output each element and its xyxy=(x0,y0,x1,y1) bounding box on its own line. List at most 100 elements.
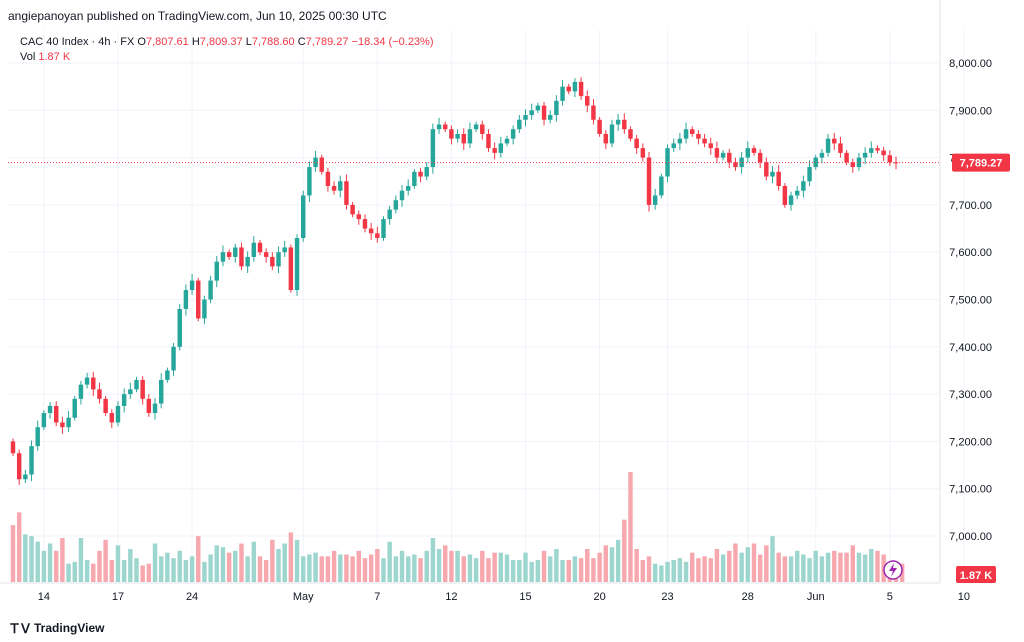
volume-bar xyxy=(615,539,621,582)
candle-body xyxy=(547,115,553,120)
volume-bar xyxy=(276,549,281,582)
volume-bar xyxy=(23,534,28,582)
volume-bar xyxy=(443,545,448,582)
open-label: O xyxy=(137,36,146,48)
volume-bar xyxy=(47,543,53,582)
candle-body xyxy=(10,441,16,454)
candle-body xyxy=(202,299,207,319)
time-tick-label: 7 xyxy=(374,591,380,603)
candle-body xyxy=(54,405,59,423)
volume-bar xyxy=(622,519,627,582)
candle-body xyxy=(690,129,695,134)
volume-bar xyxy=(745,547,751,582)
volume-bar xyxy=(646,556,652,582)
volume-bar xyxy=(875,550,880,582)
high-value: 7,809.37 xyxy=(199,36,243,48)
last-price-label: 7,789.27 xyxy=(960,158,1003,170)
last-volume-label: 1.87 K xyxy=(960,570,992,582)
lightning-bolt-shape xyxy=(889,563,897,577)
volume-bar xyxy=(196,536,201,582)
candle-body xyxy=(344,181,349,205)
volume-bar xyxy=(578,558,584,582)
volume-bar xyxy=(60,538,65,582)
volume-bar xyxy=(41,550,47,582)
candle-body xyxy=(517,119,522,130)
volume-bar xyxy=(696,558,701,582)
candle-body xyxy=(208,280,213,300)
volume-bar xyxy=(757,554,763,582)
candle-body xyxy=(72,398,77,418)
price-tick-label: 7,900.00 xyxy=(949,105,992,117)
volume-bar xyxy=(720,554,726,582)
candle-body xyxy=(282,247,287,253)
close-value: 7,789.27 xyxy=(305,36,349,48)
candle-body xyxy=(677,138,683,144)
candle-body xyxy=(276,252,281,267)
candle-body xyxy=(862,152,868,158)
candle-body xyxy=(294,238,300,291)
tradingview-brand[interactable]: ＴＶ TradingView xyxy=(8,618,104,637)
volume-bar xyxy=(702,556,707,582)
volume-bar xyxy=(362,558,368,582)
volume-bar xyxy=(103,539,108,582)
candle-body xyxy=(492,148,497,153)
candle-body xyxy=(523,115,528,120)
candle-body xyxy=(16,453,22,480)
candle-body xyxy=(233,247,238,257)
candle-body xyxy=(498,143,504,153)
volume-bar xyxy=(480,550,485,582)
candle-body xyxy=(189,280,195,291)
candle-body xyxy=(869,148,874,153)
candle-body xyxy=(214,261,219,281)
candle-body xyxy=(887,155,893,163)
volume-bar xyxy=(492,552,497,582)
candle-body xyxy=(368,228,374,234)
volume-bar xyxy=(233,550,238,582)
volume-bar xyxy=(350,556,355,582)
volume-bar xyxy=(140,565,145,582)
candle-body xyxy=(727,152,732,163)
volume-bar xyxy=(572,556,578,582)
volume-bar xyxy=(189,556,195,582)
candle-body xyxy=(751,148,757,153)
price-tick-label: 7,600.00 xyxy=(949,247,992,259)
candle-body xyxy=(541,105,547,120)
candle-body xyxy=(467,129,473,144)
volume-bar xyxy=(751,543,757,582)
volume-bar xyxy=(585,549,590,582)
candle-body xyxy=(714,148,720,158)
price-tick-label: 7,000.00 xyxy=(949,531,992,543)
candle-body xyxy=(362,219,368,229)
volume-bar xyxy=(498,552,504,582)
time-tick-label: 23 xyxy=(661,591,673,603)
volume-bar xyxy=(97,550,102,582)
volume-bar xyxy=(591,558,596,582)
price-tick-label: 7,700.00 xyxy=(949,200,992,212)
volume-bar xyxy=(776,552,781,582)
candle-body xyxy=(622,119,627,130)
volume-bar xyxy=(115,545,121,582)
volume-bar xyxy=(387,541,392,582)
candle-body xyxy=(881,150,886,156)
brand-name: TradingView xyxy=(34,620,105,635)
volume-bar xyxy=(177,550,182,582)
candle-body xyxy=(757,152,763,163)
volume-bar xyxy=(171,558,176,582)
volume-bar xyxy=(597,552,602,582)
candle-body xyxy=(220,252,226,262)
candle-body xyxy=(838,143,843,153)
candle-body xyxy=(245,256,250,267)
volume-bar xyxy=(486,558,491,582)
volume-bar xyxy=(393,556,399,582)
candle-body xyxy=(158,379,164,404)
volume-bar xyxy=(788,556,794,582)
candle-body xyxy=(331,185,337,191)
candle-body xyxy=(196,280,201,319)
volume-bar xyxy=(523,552,528,582)
volume-bar xyxy=(794,550,800,582)
volume-bar xyxy=(652,563,658,582)
volume-bar xyxy=(659,565,664,582)
candle-body xyxy=(288,247,294,291)
volume-bar xyxy=(319,556,324,582)
